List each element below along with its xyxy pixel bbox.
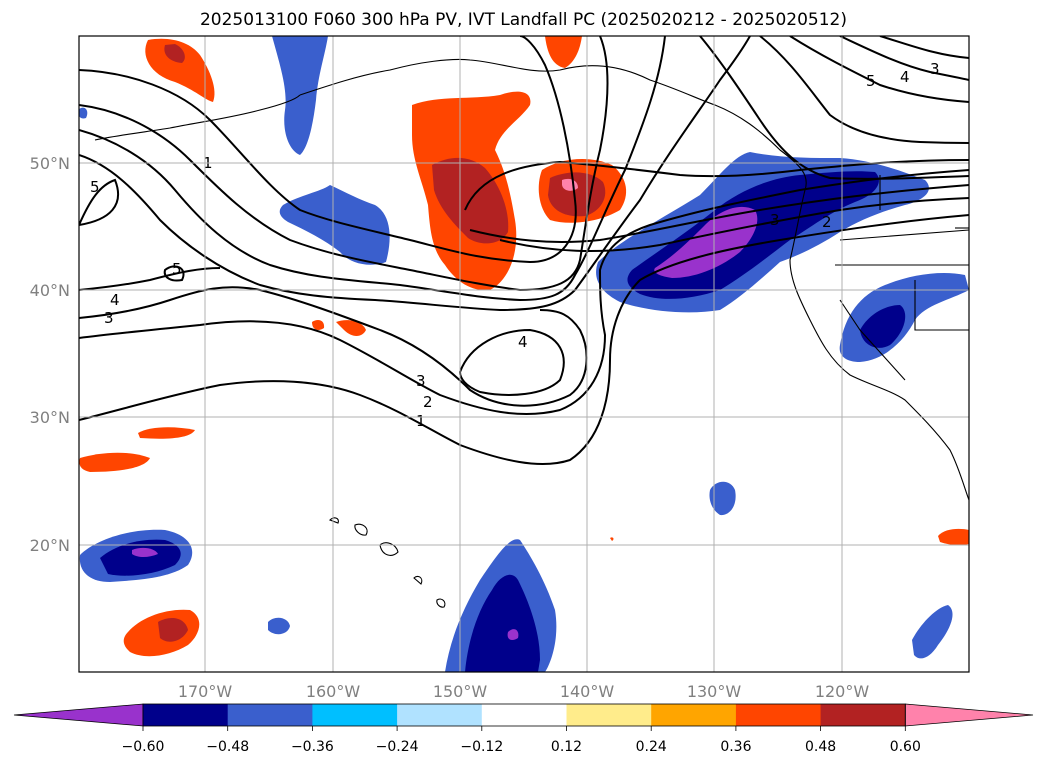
contour-label: 3	[930, 60, 940, 78]
contour-label: 2	[822, 213, 832, 231]
lat-label: 40°N	[30, 281, 70, 300]
colorbar-segment	[143, 704, 229, 726]
colorbar-segment	[397, 704, 483, 726]
negative-anomaly-main-band	[596, 152, 929, 313]
colorbar-segment	[227, 704, 313, 726]
colorbar-tick-label: 0.12	[551, 739, 582, 755]
lat-label: 50°N	[30, 154, 70, 173]
longitude-labels: 170°W 160°W 150°W 140°W 130°W 120°W	[178, 682, 870, 701]
lon-label: 140°W	[560, 682, 615, 701]
positive-anomaly-northeast	[538, 36, 627, 223]
colorbar-segment	[312, 704, 398, 726]
small-anomaly-blobs	[79, 107, 969, 659]
colorbar-extend-max	[904, 703, 1034, 727]
contour-lines	[79, 36, 969, 466]
negative-anomaly-gulf	[279, 185, 390, 265]
positive-anomaly-aleutian	[145, 38, 215, 102]
lon-label: 150°W	[433, 682, 488, 701]
negative-anomaly-hawaii-west	[79, 529, 193, 582]
colorbar-segment	[566, 704, 652, 726]
positive-anomaly-hawaii-west	[123, 609, 200, 657]
contour-label: 3	[416, 372, 426, 390]
lon-label: 120°W	[815, 682, 870, 701]
contour-label: 1	[416, 412, 426, 430]
colorbar: −0.60 −0.48 −0.36 −0.24 −0.12 0.12 0.24 0.36 0.4…	[13, 703, 1034, 755]
colorbar-outline	[142, 703, 906, 727]
colorbar-segment	[481, 704, 567, 726]
colorbar-tick-label: 0.60	[890, 739, 921, 755]
contour-label: 3	[104, 309, 114, 327]
colorbar-tick-label: 0.48	[805, 739, 836, 755]
colorbar-extend-min	[13, 703, 144, 727]
gridlines	[79, 36, 969, 672]
map-title: 2025013100 F060 300 hPa PV, IVT Landfall…	[199, 10, 847, 30]
latitude-labels: 50°N 40°N 30°N 20°N	[30, 154, 70, 555]
colorbar-tick-label: −0.48	[206, 739, 249, 755]
contour-label: 3	[770, 211, 780, 229]
contour-label: 5	[90, 178, 100, 196]
contour-label: 5	[866, 72, 876, 90]
colorbar-tick-label: 0.36	[720, 739, 751, 755]
lon-label: 170°W	[178, 682, 233, 701]
lat-label: 30°N	[30, 408, 70, 427]
negative-anomaly-south	[445, 539, 557, 672]
lon-label: 160°W	[306, 682, 361, 701]
contour-label-group: 1 5 5 4 3 4 3 2 1 4 3 5 3 2	[90, 60, 940, 430]
contour-label: 4	[900, 68, 910, 86]
negative-anomaly-inland	[839, 273, 969, 362]
lon-label: 130°W	[687, 682, 742, 701]
contour-label: 4	[110, 291, 120, 309]
colorbar-tick-label: −0.60	[122, 739, 165, 755]
coastlines	[94, 58, 969, 608]
colorbar-tick-label: −0.24	[376, 739, 419, 755]
colorbar-segment	[735, 704, 822, 726]
contour-label: 5	[172, 260, 182, 278]
colorbar-segment	[820, 704, 906, 726]
colorbar-tick-label: −0.12	[460, 739, 503, 755]
colorbar-tick-label: 0.24	[636, 739, 667, 755]
colorbar-tick-label: −0.36	[291, 739, 334, 755]
colorbar-segment	[651, 704, 737, 726]
contour-label: 4	[518, 333, 528, 351]
map-frame	[78, 35, 970, 673]
lat-label: 20°N	[30, 536, 70, 555]
contour-label: 2	[423, 393, 433, 411]
